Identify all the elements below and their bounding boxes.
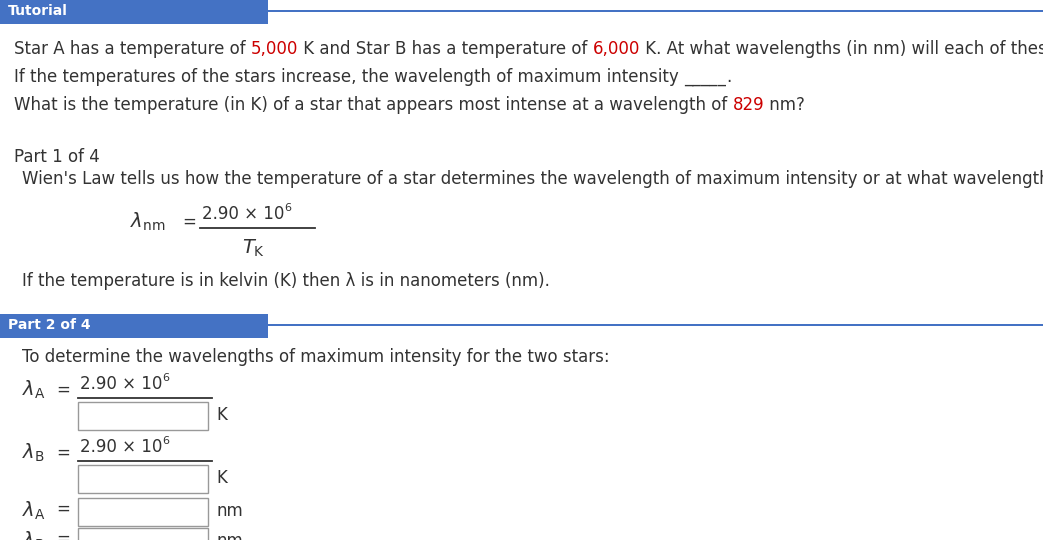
Bar <box>78 498 208 526</box>
Text: =: = <box>181 213 196 231</box>
Text: $\lambda_{\rm A}$: $\lambda_{\rm A}$ <box>22 500 46 522</box>
Text: 2.90 × 10: 2.90 × 10 <box>80 438 163 456</box>
Text: 6: 6 <box>162 373 169 383</box>
Text: nm: nm <box>216 532 243 540</box>
Text: To determine the wavelengths of maximum intensity for the two stars:: To determine the wavelengths of maximum … <box>22 348 609 366</box>
Text: $T_{\rm K}$: $T_{\rm K}$ <box>242 238 265 259</box>
Text: =: = <box>56 381 70 399</box>
Text: 6: 6 <box>162 436 169 446</box>
Text: 5,000: 5,000 <box>251 40 298 58</box>
Text: If the temperatures of the stars increase, the wavelength of maximum intensity: If the temperatures of the stars increas… <box>14 68 684 86</box>
Text: If the temperature is in kelvin (K) then λ is in nanometers (nm).: If the temperature is in kelvin (K) then… <box>22 272 550 290</box>
Text: 6,000: 6,000 <box>592 40 640 58</box>
Text: Star A has a temperature of: Star A has a temperature of <box>14 40 251 58</box>
Text: K: K <box>216 469 227 487</box>
Text: K. At what wavelengths (in nm) will each of these star’s intensity be at its max: K. At what wavelengths (in nm) will each… <box>640 40 1043 58</box>
Text: What is the temperature (in K) of a star that appears most intense at a waveleng: What is the temperature (in K) of a star… <box>14 96 732 114</box>
Text: Part 1 of 4: Part 1 of 4 <box>14 148 100 166</box>
Text: 2.90 × 10: 2.90 × 10 <box>80 375 163 393</box>
Text: =: = <box>56 530 70 540</box>
Bar <box>0 0 268 24</box>
Text: $\lambda_{\rm B}$: $\lambda_{\rm B}$ <box>22 442 45 464</box>
Bar <box>268 324 1043 326</box>
Bar <box>78 402 208 430</box>
Text: $\lambda_{\rm nm}$: $\lambda_{\rm nm}$ <box>130 211 166 233</box>
Bar <box>268 10 1043 12</box>
Text: Part 2 of 4: Part 2 of 4 <box>8 318 91 332</box>
Text: 2.90 × 10: 2.90 × 10 <box>202 205 285 223</box>
Text: Tutorial: Tutorial <box>8 4 68 18</box>
Text: K and Star B has a temperature of: K and Star B has a temperature of <box>298 40 592 58</box>
Text: 6: 6 <box>284 203 291 213</box>
Text: .: . <box>726 68 731 86</box>
Text: =: = <box>56 444 70 462</box>
Bar <box>78 465 208 493</box>
Bar <box>78 528 208 540</box>
Text: nm?: nm? <box>765 96 805 114</box>
Text: =: = <box>56 500 70 518</box>
Text: _____: _____ <box>684 68 726 86</box>
Text: Wien's Law tells us how the temperature of a star determines the wavelength of m: Wien's Law tells us how the temperature … <box>22 170 1043 188</box>
Text: K: K <box>216 406 227 424</box>
Bar <box>0 314 268 338</box>
Text: 829: 829 <box>732 96 765 114</box>
Text: $\lambda_{\rm B}$: $\lambda_{\rm B}$ <box>22 530 45 540</box>
Text: $\lambda_{\rm A}$: $\lambda_{\rm A}$ <box>22 379 46 401</box>
Text: nm: nm <box>216 502 243 520</box>
